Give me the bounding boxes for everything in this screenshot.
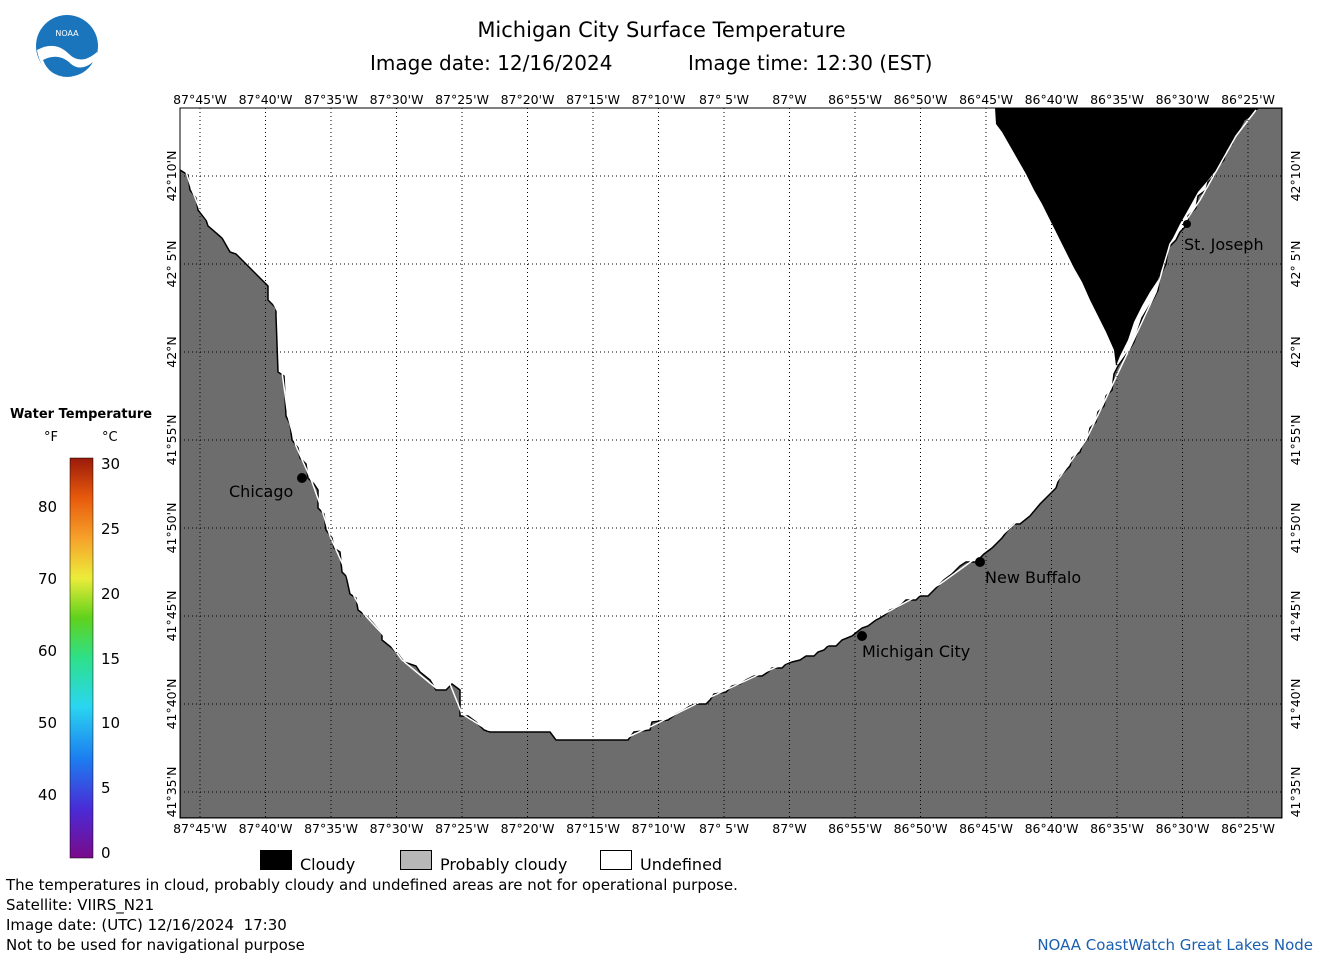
fahrenheit-tick: 40 — [38, 786, 58, 805]
cloudy-swatch — [260, 850, 292, 870]
fahrenheit-tick: 60 — [38, 642, 58, 661]
latitude-label-right: 42°N — [1288, 336, 1303, 368]
longitude-label-bottom: 86°50'W — [893, 821, 948, 836]
image-date: Image date: 12/16/2024 — [370, 51, 613, 75]
longitude-label-bottom: 87°10'W — [631, 821, 686, 836]
longitude-label-bottom: 87°15'W — [566, 821, 620, 836]
noaa-logo-text: NOAA — [55, 29, 79, 38]
colorbar-title: Water Temperature — [10, 407, 153, 422]
st-joseph-label: St. Joseph — [1184, 235, 1264, 254]
michigan-city-label: Michigan City — [862, 642, 971, 661]
longitude-label-bottom: 87°20'W — [500, 821, 555, 836]
map-title: Michigan City Surface Temperature — [477, 18, 846, 42]
undefined-swatch — [600, 850, 632, 870]
longitude-label-top: 87°W — [772, 92, 807, 107]
longitude-label-top: 87°40'W — [238, 92, 293, 107]
footer-satellite: Satellite: VIIRS_N21 — [6, 896, 155, 914]
longitude-label-bottom: 87°45'W — [173, 821, 227, 836]
longitude-label-bottom: 86°35'W — [1090, 821, 1144, 836]
longitude-label-top: 86°45'W — [959, 92, 1013, 107]
latitude-label-left: 42° 5'N — [164, 240, 179, 288]
legend-probably-cloudy: Probably cloudy — [440, 855, 568, 874]
longitude-label-top: 86°25'W — [1221, 92, 1275, 107]
longitude-label-bottom: 86°55'W — [828, 821, 882, 836]
longitude-label-top: 87°45'W — [173, 92, 227, 107]
longitude-label-top: 87°30'W — [369, 92, 424, 107]
chicago-marker — [297, 473, 307, 483]
longitude-label-bottom: 87°35'W — [304, 821, 358, 836]
new-buffalo-label: New Buffalo — [985, 568, 1082, 587]
longitude-label-bottom: 87° 5'W — [699, 821, 749, 836]
temperature-colorbar — [69, 457, 94, 859]
footer-credit: NOAA CoastWatch Great Lakes Node — [1037, 936, 1313, 954]
cloud-region — [995, 108, 1258, 366]
longitude-label-top: 87°20'W — [500, 92, 555, 107]
longitude-label-top: 86°40'W — [1024, 92, 1079, 107]
longitude-label-bottom: 87°W — [772, 821, 807, 836]
legend-undefined: Undefined — [640, 855, 723, 874]
longitude-label-top: 86°30'W — [1155, 92, 1210, 107]
longitude-label-top: 86°55'W — [828, 92, 882, 107]
celsius-tick: 15 — [101, 649, 121, 668]
longitude-label-bottom: 86°40'W — [1024, 821, 1079, 836]
longitude-label-top: 87° 5'W — [699, 92, 749, 107]
unit-celsius: °C — [102, 430, 118, 445]
michigan-city-marker — [857, 631, 867, 641]
legend-cloudy: Cloudy — [300, 855, 356, 874]
unit-fahrenheit: °F — [44, 430, 58, 445]
longitude-label-top: 87°10'W — [631, 92, 686, 107]
longitude-label-top: 86°35'W — [1090, 92, 1144, 107]
longitude-label-top: 86°50'W — [893, 92, 948, 107]
celsius-tick: 0 — [101, 844, 111, 862]
latitude-label-left: 41°40'N — [164, 678, 179, 730]
celsius-tick: 5 — [101, 779, 111, 798]
fahrenheit-tick: 50 — [38, 714, 58, 733]
latitude-label-left: 41°50'N — [164, 502, 179, 554]
fahrenheit-tick: 70 — [38, 570, 58, 589]
longitude-label-bottom: 87°30'W — [369, 821, 424, 836]
latitude-label-right: 41°55'N — [1288, 414, 1303, 466]
new-buffalo-marker — [975, 557, 985, 567]
latitude-label-right: 42° 5'N — [1288, 240, 1303, 288]
celsius-tick: 20 — [101, 584, 121, 603]
fahrenheit-tick: 80 — [38, 498, 58, 517]
latitude-label-right: 41°45'N — [1288, 590, 1303, 642]
latitude-label-left: 42°N — [164, 336, 179, 368]
celsius-tick: 25 — [101, 519, 121, 538]
longitude-label-bottom: 86°25'W — [1221, 821, 1275, 836]
noaa-logo: NOAA — [36, 15, 98, 77]
longitude-label-top: 87°35'W — [304, 92, 358, 107]
latitude-label-left: 42°10'N — [164, 150, 179, 202]
latitude-label-right: 41°50'N — [1288, 502, 1303, 554]
longitude-label-bottom: 86°45'W — [959, 821, 1013, 836]
longitude-label-bottom: 87°25'W — [435, 821, 489, 836]
celsius-tick: 30 — [101, 455, 121, 473]
latitude-label-left: 41°35'N — [164, 766, 179, 818]
chicago-label: Chicago — [229, 482, 294, 501]
footer-navigation-warning: Not to be used for navigational purpose — [6, 936, 305, 954]
longitude-label-bottom: 87°40'W — [238, 821, 293, 836]
st-joseph-marker — [1183, 220, 1191, 228]
latitude-label-left: 41°45'N — [164, 590, 179, 642]
latitude-label-left: 41°55'N — [164, 414, 179, 466]
image-time: Image time: 12:30 (EST) — [688, 51, 933, 75]
latitude-label-right: 41°35'N — [1288, 766, 1303, 818]
longitude-label-bottom: 86°30'W — [1155, 821, 1210, 836]
longitude-label-top: 87°15'W — [566, 92, 620, 107]
longitude-label-top: 87°25'W — [435, 92, 489, 107]
celsius-tick: 10 — [101, 714, 121, 733]
probably-cloudy-swatch — [400, 850, 432, 870]
footer-utc-date: Image date: (UTC) 12/16/2024 17:30 — [6, 916, 287, 934]
latitude-label-right: 41°40'N — [1288, 678, 1303, 730]
latitude-label-right: 42°10'N — [1288, 150, 1303, 202]
footer-disclaimer: The temperatures in cloud, probably clou… — [6, 876, 738, 894]
